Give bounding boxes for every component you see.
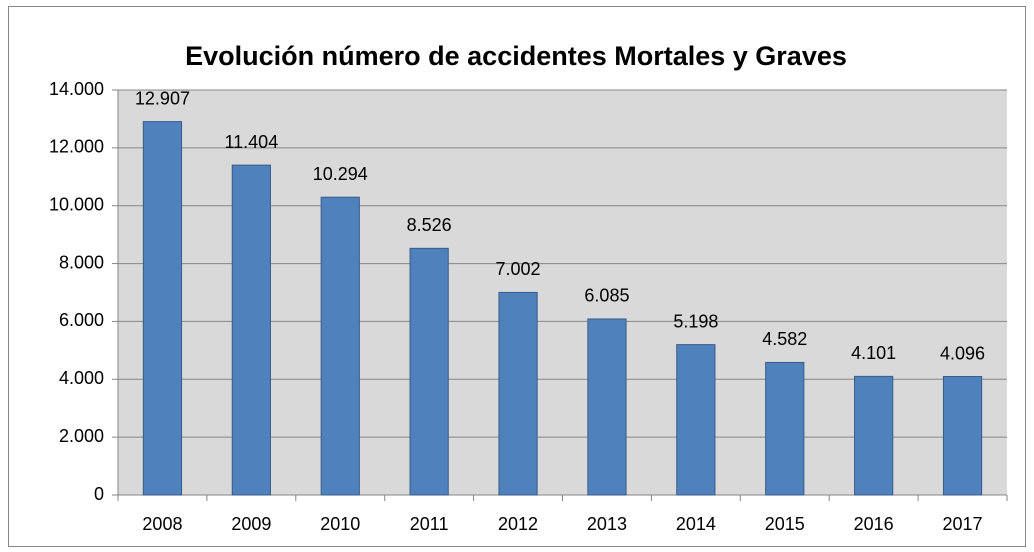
bar	[409, 247, 449, 496]
bar	[854, 375, 894, 496]
y-tick-label: 0	[94, 484, 104, 504]
data-label: 6.085	[584, 286, 629, 306]
data-label: 4.096	[940, 343, 985, 363]
x-tick-label: 2015	[765, 514, 805, 534]
chart-title: Evolución número de accidentes Mortales …	[185, 41, 847, 71]
data-label: 5.198	[673, 311, 718, 331]
bar	[765, 361, 805, 496]
y-tick-label: 2.000	[59, 426, 104, 446]
x-tick-label: 2017	[943, 514, 983, 534]
x-tick-label: 2014	[676, 514, 716, 534]
x-tick-label: 2009	[231, 514, 271, 534]
data-label: 7.002	[496, 259, 541, 279]
x-tick-label: 2010	[320, 514, 360, 534]
x-tick-label: 2012	[498, 514, 538, 534]
x-tick-label: 2011	[410, 514, 449, 534]
data-label: 11.404	[224, 132, 278, 152]
x-tick-label: 2008	[142, 514, 182, 534]
y-tick-label: 6.000	[59, 310, 104, 330]
data-label: 12.907	[135, 88, 190, 108]
y-tick-label: 4.000	[59, 368, 104, 388]
bar	[587, 318, 627, 496]
bar	[231, 164, 271, 496]
y-tick-label: 14.000	[49, 79, 104, 99]
bar	[142, 121, 183, 496]
data-label: 8.526	[407, 215, 452, 235]
bar	[498, 291, 538, 496]
bar	[320, 196, 360, 496]
y-tick-label: 10.000	[49, 194, 104, 214]
x-tick-label: 2016	[854, 514, 894, 534]
data-label: 10.294	[313, 164, 368, 184]
x-tick-label: 2013	[587, 514, 627, 534]
data-label: 4.101	[851, 343, 896, 363]
y-tick-label: 8.000	[59, 252, 104, 272]
bar	[942, 376, 983, 496]
data-label: 4.582	[762, 329, 807, 349]
y-tick-label: 12.000	[49, 137, 104, 157]
bar	[676, 344, 716, 496]
